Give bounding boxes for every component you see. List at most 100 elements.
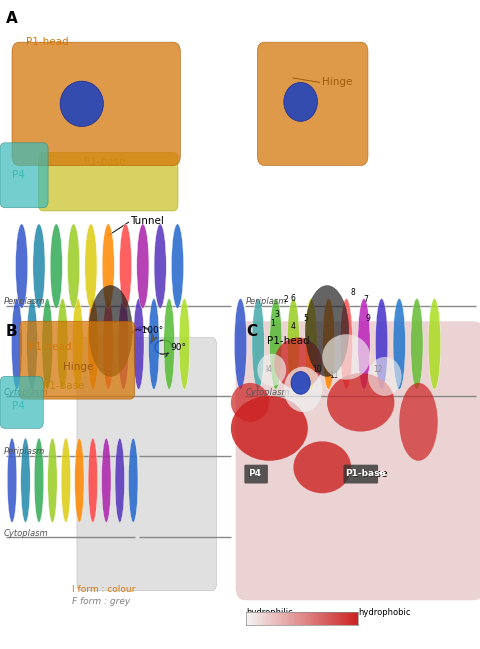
Text: P4: P4: [12, 170, 25, 180]
Text: P4: P4: [247, 469, 260, 479]
Ellipse shape: [74, 438, 84, 522]
Text: Periplasm: Periplasm: [4, 447, 45, 456]
Ellipse shape: [42, 299, 52, 389]
Ellipse shape: [230, 396, 307, 461]
Ellipse shape: [60, 81, 103, 127]
Ellipse shape: [283, 367, 322, 412]
Ellipse shape: [269, 299, 281, 389]
Ellipse shape: [283, 82, 317, 121]
Text: P4: P4: [247, 469, 260, 478]
Text: P1-base: P1-base: [43, 381, 84, 391]
Text: I form : colour: I form : colour: [72, 585, 135, 594]
Text: Hinge: Hinge: [62, 361, 93, 372]
Ellipse shape: [398, 383, 437, 461]
Ellipse shape: [367, 357, 401, 396]
Ellipse shape: [374, 299, 387, 389]
Ellipse shape: [7, 438, 17, 522]
Text: 6: 6: [289, 294, 294, 303]
Text: 90°: 90°: [170, 343, 186, 352]
Ellipse shape: [148, 299, 159, 389]
Ellipse shape: [118, 299, 129, 389]
Text: Cytoplasm: Cytoplasm: [245, 388, 289, 397]
Ellipse shape: [119, 224, 132, 308]
Text: P1-head: P1-head: [266, 336, 309, 346]
FancyBboxPatch shape: [343, 465, 377, 484]
Ellipse shape: [230, 383, 269, 422]
Ellipse shape: [89, 286, 132, 376]
Ellipse shape: [102, 224, 114, 308]
Ellipse shape: [12, 299, 22, 389]
Ellipse shape: [305, 286, 348, 376]
Ellipse shape: [304, 299, 317, 389]
Ellipse shape: [410, 299, 422, 389]
FancyBboxPatch shape: [0, 143, 48, 208]
Text: 7: 7: [362, 295, 367, 304]
Text: A: A: [6, 11, 17, 26]
FancyBboxPatch shape: [0, 376, 43, 428]
Ellipse shape: [87, 299, 98, 389]
Ellipse shape: [290, 371, 310, 395]
FancyBboxPatch shape: [12, 42, 180, 165]
Ellipse shape: [101, 438, 111, 522]
Ellipse shape: [136, 224, 149, 308]
Text: hydrophobic: hydrophobic: [358, 607, 410, 617]
Ellipse shape: [88, 438, 97, 522]
Text: 12: 12: [372, 365, 382, 374]
Ellipse shape: [164, 299, 174, 389]
Text: B: B: [6, 324, 17, 339]
Ellipse shape: [234, 299, 246, 389]
Text: C: C: [246, 324, 257, 339]
Ellipse shape: [48, 438, 57, 522]
FancyBboxPatch shape: [257, 42, 367, 165]
FancyBboxPatch shape: [19, 321, 134, 399]
Text: Hinge: Hinge: [322, 77, 352, 88]
Ellipse shape: [84, 224, 97, 308]
Text: 4: 4: [290, 322, 295, 331]
FancyBboxPatch shape: [235, 321, 480, 600]
Text: Periplasm: Periplasm: [4, 297, 45, 306]
Ellipse shape: [427, 299, 440, 389]
FancyBboxPatch shape: [77, 337, 216, 591]
Ellipse shape: [33, 224, 45, 308]
Text: P1-base: P1-base: [84, 157, 125, 167]
Ellipse shape: [15, 224, 28, 308]
Text: 1: 1: [269, 319, 274, 328]
Text: hydrophilic: hydrophilic: [246, 607, 292, 617]
Text: Periplasm: Periplasm: [245, 297, 286, 306]
Text: Tunnel: Tunnel: [130, 215, 163, 226]
Ellipse shape: [34, 438, 44, 522]
Text: 11: 11: [329, 371, 338, 380]
Ellipse shape: [154, 224, 166, 308]
Ellipse shape: [322, 299, 334, 389]
Text: l4: l4: [264, 365, 271, 374]
Text: 8: 8: [349, 288, 354, 297]
Ellipse shape: [103, 299, 113, 389]
Ellipse shape: [322, 334, 370, 380]
Text: 10: 10: [312, 365, 322, 374]
Ellipse shape: [257, 354, 286, 386]
Ellipse shape: [128, 438, 138, 522]
Text: 2: 2: [283, 295, 288, 304]
Ellipse shape: [274, 337, 322, 389]
Ellipse shape: [72, 299, 83, 389]
Ellipse shape: [293, 441, 350, 493]
Ellipse shape: [287, 299, 299, 389]
Ellipse shape: [50, 224, 62, 308]
Text: Cytoplasm: Cytoplasm: [4, 529, 48, 538]
FancyBboxPatch shape: [38, 153, 178, 211]
Text: P1-head: P1-head: [29, 342, 72, 352]
Ellipse shape: [357, 299, 370, 389]
Text: 5: 5: [303, 313, 308, 323]
Ellipse shape: [252, 299, 264, 389]
Text: 3: 3: [274, 310, 278, 319]
Ellipse shape: [339, 299, 352, 389]
Text: Cytoplasm: Cytoplasm: [4, 388, 48, 397]
Ellipse shape: [326, 373, 394, 432]
Ellipse shape: [392, 299, 405, 389]
Text: P1-base: P1-base: [346, 469, 387, 479]
Text: 9: 9: [365, 313, 370, 323]
Ellipse shape: [115, 438, 124, 522]
Ellipse shape: [133, 299, 144, 389]
Text: F form : grey: F form : grey: [72, 597, 130, 606]
Ellipse shape: [67, 224, 80, 308]
